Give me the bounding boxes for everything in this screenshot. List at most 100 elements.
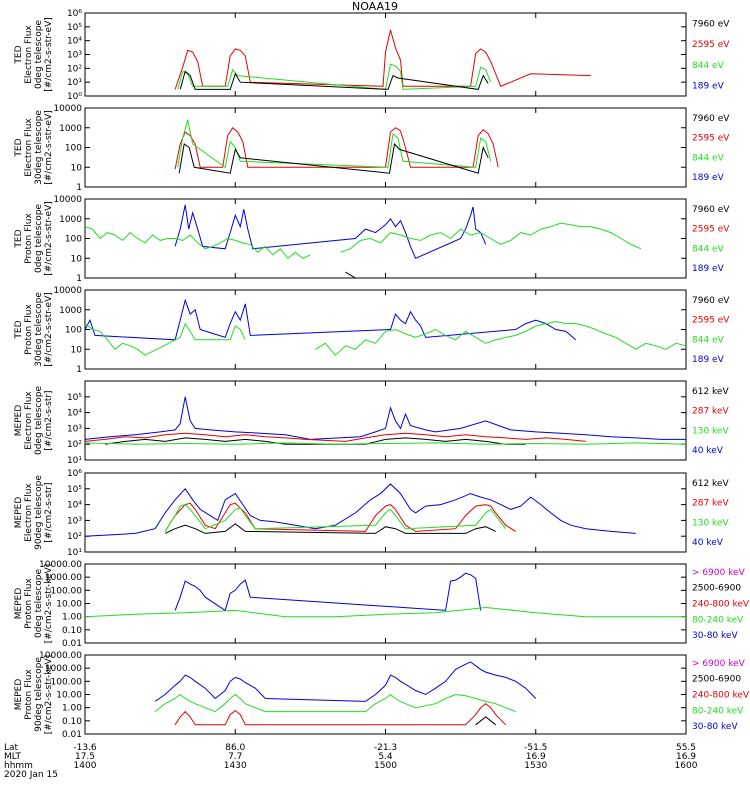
panel-2-y-axis-label: Electron Flux (24, 118, 34, 177)
panel-8-legend-entry: 80-240 keV (692, 706, 744, 716)
panel-6-y-tick-label: 10³ (67, 516, 82, 526)
panel-6-y-axis-label: MEPED (14, 497, 24, 529)
panel-1-series-black (179, 70, 489, 90)
panel-6-series-blue (84, 483, 636, 537)
panel-3-legend-entry: 2595 eV (692, 225, 730, 235)
panel-2-y-tick-label: 10000 (53, 104, 82, 114)
panel-7-legend-entry: > 6900 keV (692, 568, 746, 578)
panel-6-legend-entry: 287 keV (692, 499, 729, 509)
panel-6-series-black (164, 523, 496, 534)
panel-1-y-axis-label: [#/cm2-s-str-eV] (44, 17, 54, 92)
panel-2-series-green (177, 119, 492, 169)
panel-3-y-axis-label: 0deg telescope (34, 204, 44, 274)
panel-1-y-axis-label: TED (14, 45, 24, 64)
panel-6-y-tick-label: 10² (67, 532, 82, 542)
panel-8-y-axis-label: Proton Flux (24, 669, 34, 720)
panel-8-y-tick-label: 1000.00 (45, 664, 82, 674)
panel-6-series-green (164, 504, 507, 532)
panel-5-y-axis-label: [#/cm2-s-str] (44, 390, 54, 450)
panel-1-legend-entry: 844 eV (692, 61, 725, 71)
panel-2-y-axis-label: TED (14, 138, 24, 157)
panel-4-legend-entry: 189 eV (692, 355, 725, 365)
panel-7-y-tick-label: 0.01 (62, 639, 82, 649)
panel-6-y-axis-label: Electron Flux (24, 483, 34, 542)
panel-6-y-axis-label: 90deg telescope (34, 475, 44, 550)
panel-2-y-tick-label: 1 (76, 183, 82, 193)
panel-3-series-green (84, 226, 311, 260)
panel-8-legend-entry: 30-80 keV (692, 722, 738, 732)
panel-3-y-tick-label: 100 (65, 235, 82, 245)
panel-4-y-axis-label: 30deg telescope (34, 292, 44, 367)
panel-3-y-axis-label: [#/cm2-s-str-eV] (44, 201, 54, 276)
panel-1-y-tick-label: 10³ (67, 51, 82, 61)
panel-5-y-axis-label: 0deg telescope (34, 386, 44, 456)
panel-4-y-axis-label: [#/cm2-s-str-eV] (44, 292, 54, 367)
panel-7-y-tick-label: 0.10 (62, 626, 82, 636)
panel-4-legend-entry: 2595 eV (692, 316, 730, 326)
panel-1-legend-entry: 7960 eV (692, 19, 730, 29)
panel-8-legend-entry: 2500-6900 (692, 675, 741, 685)
panel-1-y-tick-label: 10¹ (67, 78, 82, 88)
x-axis-tick-label: 1600 (675, 761, 698, 771)
panel-1-y-axis-label: 0deg telescope (34, 20, 44, 90)
x-axis-tick-label: -21.3 (374, 743, 397, 753)
panel-7-y-axis-label: 0deg telescope (34, 569, 44, 639)
panel-1-y-tick-label: 10⁶ (67, 9, 82, 19)
panel-3-legend-entry: 844 eV (692, 244, 725, 254)
panel-7-legend-entry: 30-80 keV (692, 631, 738, 641)
panel-6-series-red (164, 502, 516, 532)
panel-7-y-tick-label: 1.00 (62, 613, 82, 623)
panel-6-y-tick-label: 10⁴ (67, 501, 82, 511)
panel-2-y-axis-label: [#/cm2-s-str-eV] (44, 110, 54, 185)
panel-4-y-tick-label: 10000 (53, 286, 82, 296)
panel-8-legend-entry: > 6900 keV (692, 659, 746, 669)
panel-1-series-red (174, 29, 591, 90)
x-axis-row-label: MLT (4, 752, 22, 762)
x-axis-tick-label: 1530 (524, 761, 547, 771)
x-axis-tick-label: 17.5 (75, 752, 95, 762)
panel-4-series-blue (84, 298, 577, 341)
panel-4-legend-entry: 7960 eV (692, 296, 730, 306)
panel-2-y-tick-label: 1000 (59, 124, 82, 134)
panel-6-legend-entry: 612 keV (692, 479, 729, 489)
panel-4-y-axis-label: Proton Flux (24, 304, 34, 355)
x-axis-tick-label: 1400 (74, 761, 97, 771)
panel-4-series-green (315, 321, 687, 356)
panel-2-series-red (174, 127, 499, 170)
panel-3-y-axis-label: Proton Flux (24, 213, 34, 264)
panel-5-series-red (84, 432, 586, 442)
panel-8-y-axis-label: 90deg telescope (34, 657, 44, 732)
panel-1-series-green (177, 63, 492, 90)
panel-8-series-green (154, 693, 516, 713)
panel-3-y-tick-label: 1000 (59, 215, 82, 225)
panel-3-y-tick-label: 1 (76, 274, 82, 284)
panel-5-y-tick-label: 10² (67, 440, 82, 450)
panel-2-legend-entry: 2595 eV (692, 134, 730, 144)
panel-8-y-tick-label: 10.00 (56, 691, 82, 701)
panel-8-y-tick-label: 0.01 (62, 730, 82, 740)
x-axis-tick-label: 16.9 (526, 752, 546, 762)
panel-7-y-tick-label: 10.00 (56, 600, 82, 610)
x-axis-row-label: hhmm (4, 761, 33, 771)
panel-2-legend-entry: 844 eV (692, 153, 725, 163)
panel-5-y-tick-label: 10⁵ (67, 393, 82, 403)
panel-2-y-axis-label: 30deg telescope (34, 110, 44, 185)
x-axis-row-label: Lat (4, 743, 19, 753)
panel-3-y-axis-label: TED (14, 229, 24, 248)
panel-5-y-tick-label: 10¹ (67, 456, 82, 466)
x-axis-tick-label: 16.9 (676, 752, 696, 762)
panel-8-y-tick-label: 1.00 (62, 704, 82, 714)
panel-5-series-green (84, 442, 687, 445)
panel-1-legend-entry: 2595 eV (692, 40, 730, 50)
panel-8-y-axis-label: MEPED (14, 679, 24, 711)
x-axis-tick-label: 55.5 (676, 743, 696, 753)
panel-5-legend-entry: 130 keV (692, 426, 729, 436)
panel-8-frame (84, 654, 687, 735)
panel-3-legend-entry: 7960 eV (692, 205, 730, 215)
figure-title: NOAA19 (351, 0, 399, 13)
panel-2-y-tick-label: 100 (65, 144, 82, 154)
panel-3-legend-entry: 189 eV (692, 264, 725, 274)
panel-4-y-tick-label: 1 (76, 365, 82, 375)
